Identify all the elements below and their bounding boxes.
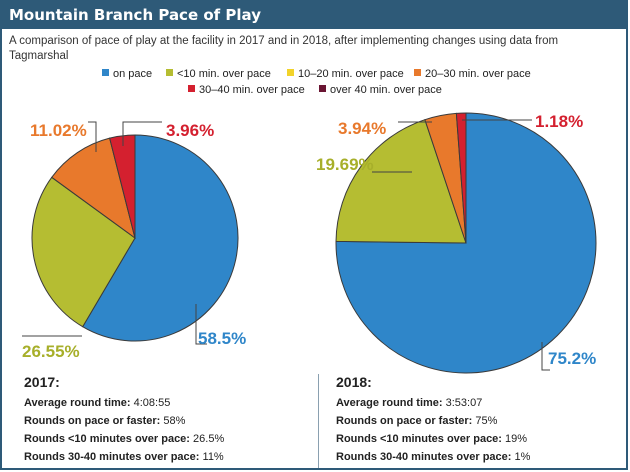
stats-2018: 2018: Average round time: 3:53:07 Rounds… (336, 374, 626, 466)
slice-data-label: 75.2% (548, 349, 596, 368)
stat-label: Rounds 30-40 minutes over pace: (24, 451, 200, 463)
stat-row: Average round time: 3:53:07 (336, 394, 626, 412)
leader-line (88, 121, 97, 152)
pie-slice (335, 119, 467, 244)
legend-swatch (166, 69, 173, 76)
stat-label: Rounds 30-40 minutes over pace: (336, 451, 512, 463)
legend-label: <10 min. over pace (177, 68, 271, 80)
pie-2018 (335, 112, 597, 374)
legend-label: 20–30 min. over pace (425, 68, 531, 80)
stat-value: 58% (163, 415, 186, 427)
slice-data-label: 3.96% (166, 121, 214, 140)
pie-slice (81, 134, 239, 342)
slice-data-label: 3.94% (338, 119, 386, 138)
pie-slice (51, 137, 136, 240)
legend-row-1: on pace <10 min. over pace 10–20 min. ov… (2, 68, 626, 84)
legend-swatch (319, 85, 326, 92)
stat-row: Rounds 30-40 minutes over pace: 1% (336, 448, 626, 466)
stat-value: 19% (505, 433, 528, 445)
legend-label: over 40 min. over pace (330, 84, 442, 96)
slice-data-label: 11.02% (30, 121, 87, 140)
stat-value: 11% (202, 451, 224, 463)
stat-value: 26.5% (193, 433, 225, 445)
stat-value: 4:08:55 (133, 397, 171, 409)
legend-item-on-pace: on pace (102, 68, 152, 80)
stat-row: Rounds <10 minutes over pace: 26.5% (24, 430, 324, 448)
legend-label: on pace (113, 68, 153, 80)
legend-item-under-10: <10 min. over pace (166, 68, 271, 80)
legend-label: 10–20 min. over pace (298, 68, 404, 80)
legend-item-10-20: 10–20 min. over pace (287, 68, 404, 80)
slice-data-label: 19.69% (316, 155, 374, 174)
legend-swatch (102, 69, 109, 76)
stat-label: Average round time: (336, 397, 443, 409)
slice-data-label: 1.18% (535, 112, 583, 131)
slice-data-label: 58.5% (198, 329, 246, 348)
stat-value: 1% (514, 451, 531, 463)
stat-label: Average round time: (24, 397, 131, 409)
stat-row: Rounds on pace or faster: 58% (24, 412, 324, 430)
legend-swatch (414, 69, 421, 76)
slice-data-label: 26.55% (22, 342, 80, 361)
stats-2017: 2017: Average round time: 4:08:55 Rounds… (24, 374, 324, 466)
leader-line (122, 121, 162, 146)
stat-value: 75% (475, 415, 498, 427)
legend-item-over-40: over 40 min. over pace (319, 84, 442, 96)
chart-subtitle: A comparison of pace of play at the faci… (9, 35, 559, 62)
stats-year: 2017: (24, 374, 60, 390)
legend-swatch (188, 85, 195, 92)
stats-year: 2018: (336, 374, 372, 390)
stat-label: Rounds on pace or faster: (24, 415, 161, 427)
legend-swatch (287, 69, 294, 76)
stat-row: Average round time: 4:08:55 (24, 394, 324, 412)
chart-title: Mountain Branch Pace of Play (9, 6, 261, 24)
callouts: 58.5% 26.55% 11.02% 3.96% 75.2% 19.69% 3.94% 1.… (22, 112, 596, 371)
pie-slice (109, 134, 136, 239)
pie-2017 (31, 134, 239, 342)
pie-slice (31, 176, 136, 328)
stat-row: Rounds on pace or faster: 75% (336, 412, 626, 430)
leader-line (541, 342, 550, 371)
stats-divider (318, 374, 319, 468)
pie-charts: 58.5% 26.55% 11.02% 3.96% 75.2% 19.69% 3.94% 1.… (22, 112, 597, 374)
legend-label: 30–40 min. over pace (199, 84, 305, 96)
stat-label: Rounds <10 minutes over pace: (24, 433, 190, 445)
stat-row: Rounds 30-40 minutes over pace: 11% (24, 448, 324, 466)
title-bar: Mountain Branch Pace of Play (2, 2, 626, 29)
stat-value: 3:53:07 (445, 397, 483, 409)
pie-slice (335, 112, 597, 374)
stat-label: Rounds <10 minutes over pace: (336, 433, 502, 445)
leader-line (195, 304, 207, 345)
stat-label: Rounds on pace or faster: (336, 415, 473, 427)
legend-row-2: 30–40 min. over pace over 40 min. over p… (2, 84, 626, 100)
legend-item-20-30: 20–30 min. over pace (414, 68, 531, 80)
stat-row: Rounds <10 minutes over pace: 19% (336, 430, 626, 448)
pie-slice (455, 112, 467, 244)
legend-item-30-40: 30–40 min. over pace (188, 84, 305, 96)
